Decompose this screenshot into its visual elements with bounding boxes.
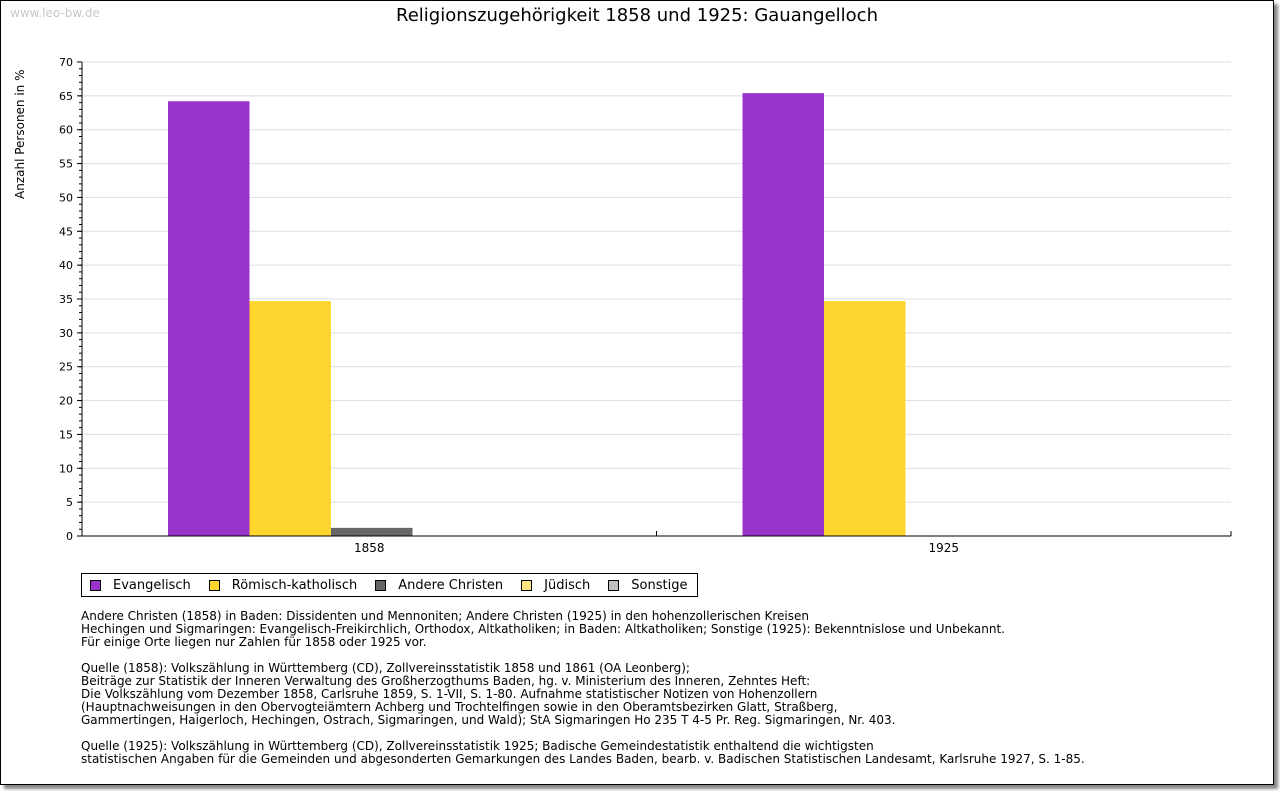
y-tick-label: 20: [59, 395, 73, 408]
x-tick-label: 1858: [354, 541, 385, 555]
legend: Evangelisch Römisch-katholisch Andere Chri…: [81, 573, 699, 597]
legend-item: Andere Christen: [375, 578, 503, 593]
legend-label: Andere Christen: [398, 577, 504, 593]
y-tick-label: 30: [59, 327, 73, 340]
bar-r-misch-katholisch-1858: [249, 301, 331, 536]
y-tick-label: 50: [59, 191, 73, 204]
y-tick-label: 45: [59, 225, 73, 238]
y-tick-label: 10: [59, 462, 73, 475]
note-2: Quelle (1858): Volkszählung in Württembe…: [81, 661, 896, 727]
legend-item: Römisch-katholisch: [208, 577, 358, 593]
legend-label: Römisch-katholisch: [231, 577, 358, 593]
footnotes: Andere Christen (1858) in Baden: Disside…: [81, 610, 1085, 779]
y-tick-label: 40: [59, 259, 73, 272]
legend-label: Jüdisch: [544, 577, 591, 593]
y-tick-label: 60: [59, 124, 73, 137]
x-tick-label: 1925: [928, 541, 959, 555]
y-tick-label: 55: [59, 158, 73, 171]
legend-item: Evangelisch: [90, 578, 191, 593]
legend-item: Jüdisch: [521, 578, 590, 593]
note-1: Andere Christen (1858) in Baden: Disside…: [81, 609, 1005, 649]
bar-evangelisch-1858: [168, 101, 250, 536]
legend-label: Sonstige: [631, 577, 688, 593]
plot-area: 0 5 10 15 20 25 30 35 40 45 50 55 60 65 70 1858 1925: [59, 56, 1232, 555]
bar-evangelisch-1925: [742, 93, 824, 537]
legend-item: Sonstige: [608, 578, 687, 593]
legend-label: Evangelisch: [113, 577, 191, 593]
y-tick-label: 5: [66, 496, 73, 509]
legend-swatch: [521, 579, 533, 591]
legend-swatch: [608, 579, 620, 591]
note-3: Quelle (1925): Volkszählung in Württembe…: [81, 739, 1085, 766]
y-tick-label: 25: [59, 361, 73, 374]
y-tick-label: 15: [59, 428, 73, 441]
legend-swatch: [90, 579, 101, 591]
bar-r-misch-katholisch-1925: [824, 301, 906, 536]
y-tick-label: 70: [59, 56, 73, 69]
chart-title: Religionszugehörigkeit 1858 und 1925: Ga…: [396, 5, 878, 26]
watermark: www.leo-bw.de: [10, 6, 100, 20]
y-tick-label: 0: [66, 530, 73, 543]
legend-swatch: [208, 579, 220, 591]
legend-swatch: [375, 579, 387, 591]
y-tick-label: 35: [59, 293, 73, 306]
y-tick-label: 65: [59, 90, 73, 103]
bar-andere-christen-1858: [331, 527, 413, 536]
